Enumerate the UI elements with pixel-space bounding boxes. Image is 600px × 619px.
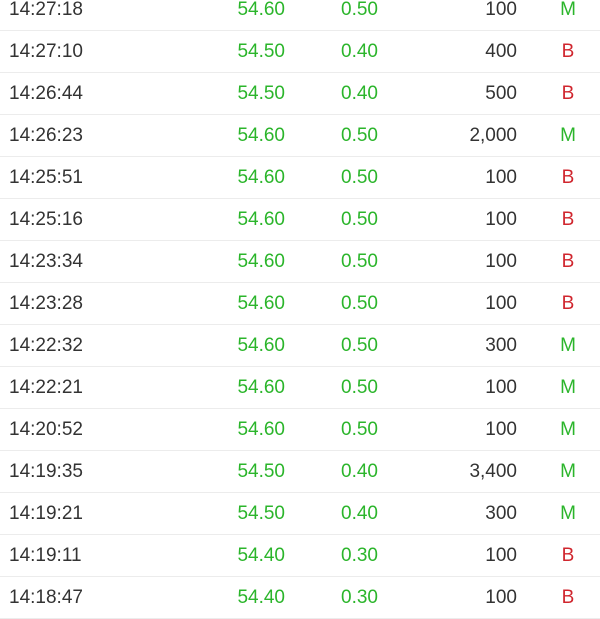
trade-volume: 100 (485, 545, 517, 566)
trade-time: 14:23:34 (9, 251, 83, 272)
trade-change: 0.50 (341, 167, 378, 188)
trade-time: 14:22:21 (9, 377, 83, 398)
trade-volume: 100 (485, 209, 517, 230)
trade-change: 0.50 (341, 335, 378, 356)
trade-flag: B (561, 293, 575, 314)
trade-time: 14:23:28 (9, 293, 83, 314)
trade-flag: M (560, 125, 576, 146)
trade-change: 0.50 (341, 0, 378, 20)
trade-time: 14:19:21 (9, 503, 83, 524)
trade-row[interactable]: 14:22:32 54.60 0.50 300 M (0, 325, 600, 367)
trade-volume: 300 (485, 503, 517, 524)
trade-flag: M (560, 377, 576, 398)
trade-flag: M (560, 503, 576, 524)
trade-price: 54.60 (237, 293, 285, 314)
trade-row[interactable]: 14:26:44 54.50 0.40 500 B (0, 73, 600, 115)
trade-time: 14:27:18 (9, 0, 83, 20)
trade-volume: 400 (485, 41, 517, 62)
trade-flag: B (561, 41, 575, 62)
trade-row[interactable]: 14:25:16 54.60 0.50 100 B (0, 199, 600, 241)
trade-row[interactable]: 14:25:51 54.60 0.50 100 B (0, 157, 600, 199)
trade-flag: M (560, 461, 576, 482)
trade-row[interactable]: 14:26:23 54.60 0.50 2,000 M (0, 115, 600, 157)
trade-flag: B (561, 545, 575, 566)
trade-volume: 100 (485, 0, 517, 20)
trade-row[interactable]: 14:23:34 54.60 0.50 100 B (0, 241, 600, 283)
trade-change: 0.30 (341, 587, 378, 608)
trade-row[interactable]: 14:23:28 54.60 0.50 100 B (0, 283, 600, 325)
trade-flag: M (560, 335, 576, 356)
trade-row[interactable]: 14:22:21 54.60 0.50 100 M (0, 367, 600, 409)
trade-volume: 2,000 (469, 125, 517, 146)
trade-row[interactable]: 14:19:11 54.40 0.30 100 B (0, 535, 600, 577)
trade-price: 54.50 (237, 503, 285, 524)
trade-time: 14:26:44 (9, 83, 83, 104)
trade-price: 54.60 (237, 251, 285, 272)
trade-time: 14:22:32 (9, 335, 83, 356)
trade-price: 54.40 (237, 587, 285, 608)
trade-price: 54.60 (237, 377, 285, 398)
trade-time: 14:25:51 (9, 167, 83, 188)
trade-time: 14:18:47 (9, 587, 83, 608)
trade-row[interactable]: 14:18:47 54.40 0.30 100 B (0, 577, 600, 619)
trade-price: 54.50 (237, 41, 285, 62)
trade-volume: 100 (485, 293, 517, 314)
trade-time: 14:20:52 (9, 419, 83, 440)
trade-time: 14:26:23 (9, 125, 83, 146)
trade-price: 54.60 (237, 0, 285, 20)
trade-row[interactable]: 14:27:18 54.60 0.50 100 M (0, 0, 600, 31)
trade-price: 54.60 (237, 167, 285, 188)
trade-row[interactable]: 14:19:35 54.50 0.40 3,400 M (0, 451, 600, 493)
trade-change: 0.30 (341, 545, 378, 566)
trade-row[interactable]: 14:19:21 54.50 0.40 300 M (0, 493, 600, 535)
trade-volume: 100 (485, 419, 517, 440)
trade-change: 0.40 (341, 461, 378, 482)
trade-change: 0.50 (341, 377, 378, 398)
trade-volume: 100 (485, 167, 517, 188)
trade-change: 0.40 (341, 83, 378, 104)
trade-time: 14:27:10 (9, 41, 83, 62)
trade-price: 54.50 (237, 83, 285, 104)
trade-change: 0.50 (341, 293, 378, 314)
trade-change: 0.40 (341, 41, 378, 62)
trade-change: 0.50 (341, 251, 378, 272)
trade-price: 54.40 (237, 545, 285, 566)
trade-flag: B (561, 587, 575, 608)
trade-flag: B (561, 83, 575, 104)
trade-volume: 100 (485, 377, 517, 398)
trade-flag: B (561, 251, 575, 272)
trade-row[interactable]: 14:20:52 54.60 0.50 100 M (0, 409, 600, 451)
trade-flag: B (561, 209, 575, 230)
trade-price: 54.60 (237, 125, 285, 146)
trade-volume: 300 (485, 335, 517, 356)
trade-volume: 3,400 (469, 461, 517, 482)
trade-row[interactable]: 14:27:10 54.50 0.40 400 B (0, 31, 600, 73)
trade-time: 14:19:35 (9, 461, 83, 482)
trade-time: 14:25:16 (9, 209, 83, 230)
trade-price: 54.50 (237, 461, 285, 482)
trade-change: 0.50 (341, 419, 378, 440)
trade-change: 0.50 (341, 209, 378, 230)
trade-price: 54.60 (237, 335, 285, 356)
trade-change: 0.50 (341, 125, 378, 146)
trade-price: 54.60 (237, 419, 285, 440)
trade-price: 54.60 (237, 209, 285, 230)
trade-flag: M (560, 419, 576, 440)
trade-volume: 500 (485, 83, 517, 104)
trade-time: 14:19:11 (9, 545, 82, 566)
trade-volume: 100 (485, 587, 517, 608)
trade-volume: 100 (485, 251, 517, 272)
trade-change: 0.40 (341, 503, 378, 524)
trade-flag: B (561, 167, 575, 188)
trade-flag: M (560, 0, 576, 20)
